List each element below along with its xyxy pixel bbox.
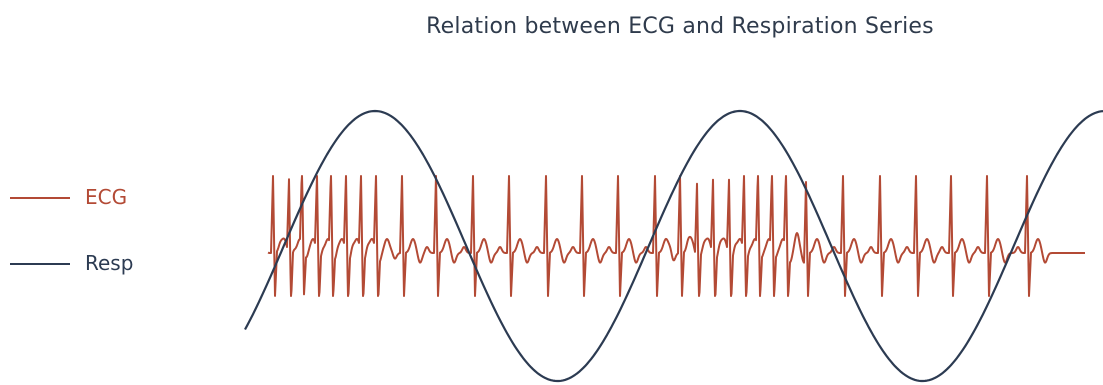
legend-swatch-ecg [10,197,70,199]
legend-item-resp: Resp [10,249,210,279]
legend-label-resp: Resp [85,251,134,275]
legend-label-ecg: ECG [85,185,128,209]
ecg-series-line [267,175,1086,297]
chart-title: Relation between ECG and Respiration Ser… [426,14,934,39]
legend-swatch-resp [10,263,70,265]
legend-item-ecg: ECG [10,183,210,213]
resp-series-line [244,109,1103,383]
